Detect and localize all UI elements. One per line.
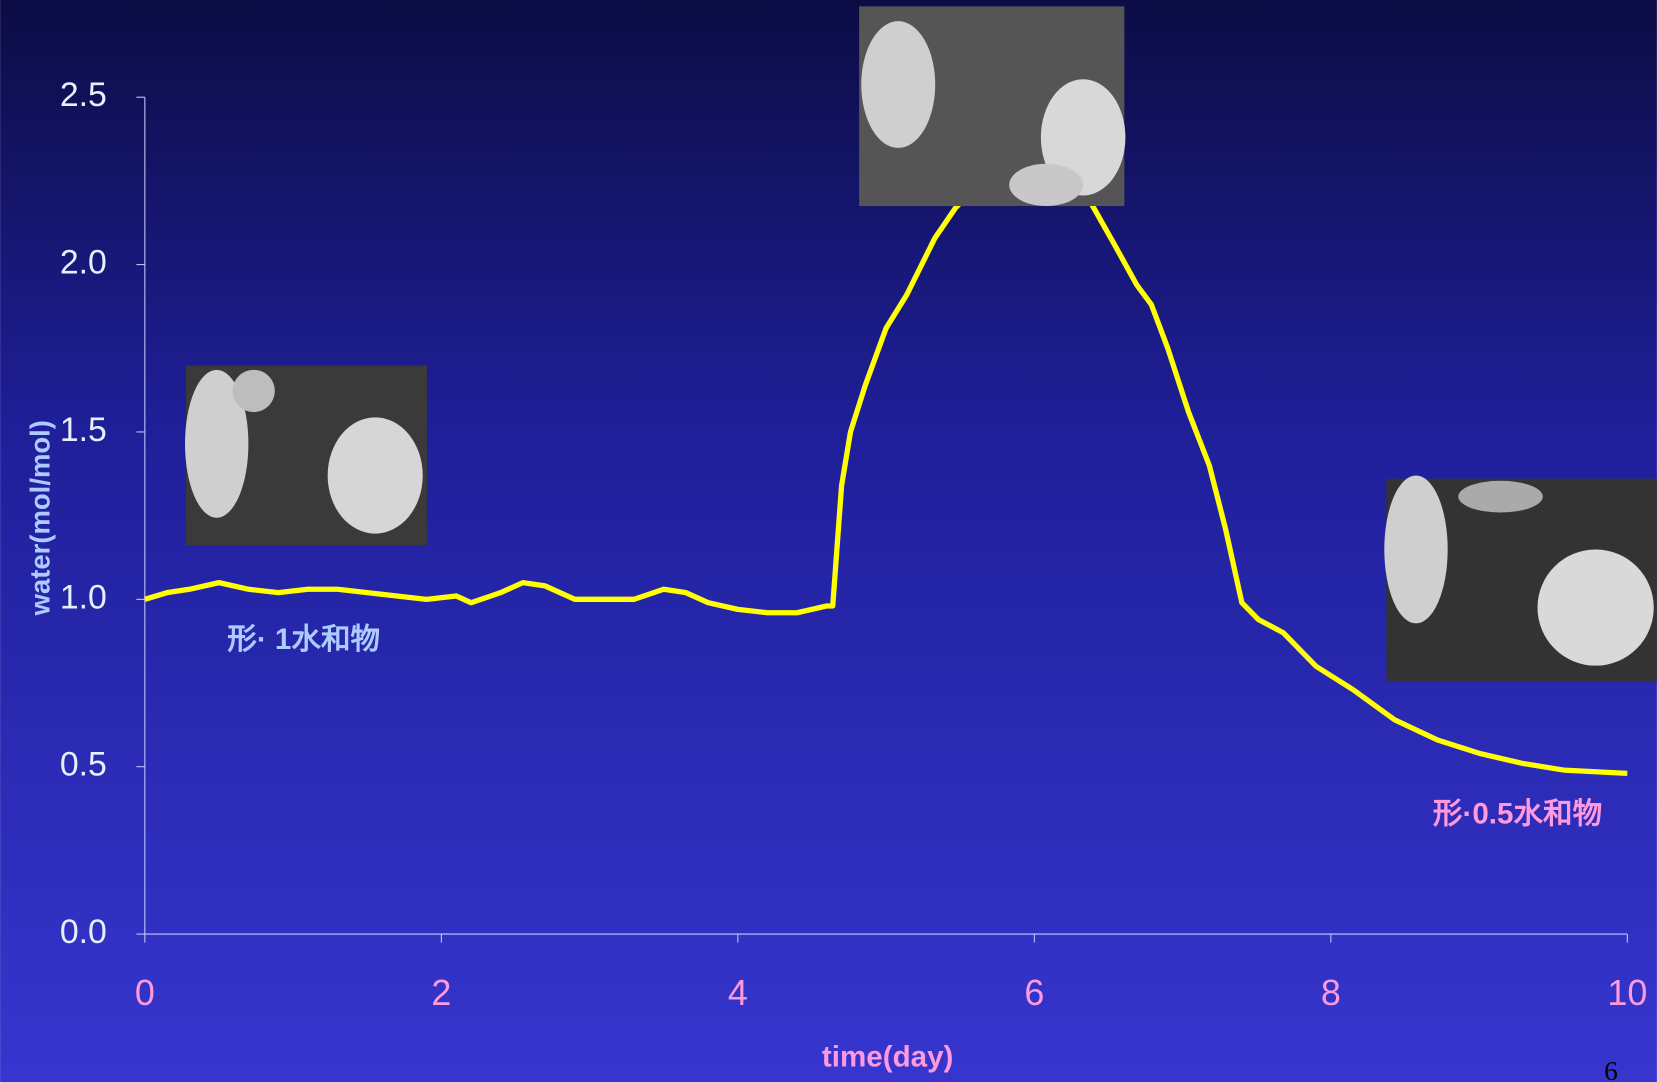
x-tick-label: 8 xyxy=(1321,972,1341,1013)
y-tick-label: 0.0 xyxy=(60,913,107,951)
x-tick-label: 6 xyxy=(1024,972,1044,1013)
micrograph-2 xyxy=(859,6,1125,206)
page-number: 6 xyxy=(1604,1056,1618,1082)
micrograph-3 xyxy=(1384,475,1657,681)
y-tick-label: 0.5 xyxy=(60,746,107,784)
x-tick-label: 10 xyxy=(1607,972,1647,1013)
micrograph-1 xyxy=(185,366,427,546)
annotation: 形·0.5水和物 xyxy=(1433,798,1602,831)
y-axis-title: water(mol/mol) xyxy=(25,420,56,616)
y-tick-label: 1.0 xyxy=(60,578,107,616)
slide: 0.0 0.5 1.0 1.5 2.0 2.5 0 2 4 6 8 10 water(mol/mol)… xyxy=(0,0,1657,1082)
y-tick-label: 2.0 xyxy=(60,244,107,282)
x-tick-label: 2 xyxy=(431,972,451,1013)
y-tick-label: 1.5 xyxy=(60,411,107,449)
x-axis-title: time(day) xyxy=(822,1041,953,1074)
annotation: 形· 1水和物 xyxy=(227,623,380,656)
y-tick-label: 2.5 xyxy=(60,76,107,114)
x-tick-label: 0 xyxy=(135,972,155,1013)
x-tick-label: 4 xyxy=(728,972,748,1013)
